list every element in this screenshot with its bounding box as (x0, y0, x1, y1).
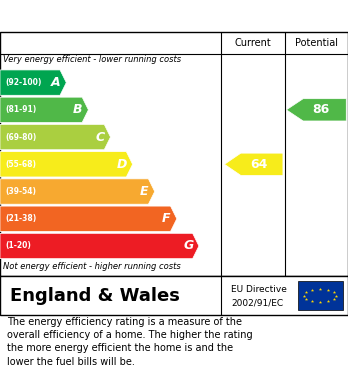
Text: (1-20): (1-20) (5, 242, 31, 251)
Text: C: C (95, 131, 105, 143)
Polygon shape (224, 153, 283, 176)
Text: (55-68): (55-68) (5, 160, 36, 169)
Bar (298, 281, 343, 310)
Text: (92-100): (92-100) (5, 78, 42, 87)
Text: The energy efficiency rating is a measure of the
overall efficiency of a home. T: The energy efficiency rating is a measur… (7, 317, 253, 367)
Text: Very energy efficient - lower running costs: Very energy efficient - lower running co… (3, 55, 182, 64)
Text: (81-91): (81-91) (5, 105, 37, 114)
Polygon shape (0, 206, 177, 231)
Text: (21-38): (21-38) (5, 214, 37, 223)
Text: 64: 64 (250, 158, 267, 171)
Text: Energy Efficiency Rating: Energy Efficiency Rating (10, 9, 220, 23)
Polygon shape (0, 233, 199, 259)
Text: D: D (117, 158, 127, 171)
Text: Potential: Potential (295, 38, 338, 48)
Polygon shape (0, 97, 88, 122)
Text: 2002/91/EC: 2002/91/EC (231, 299, 284, 308)
Text: (69-80): (69-80) (5, 133, 37, 142)
Text: Current: Current (235, 38, 271, 48)
Polygon shape (0, 124, 111, 150)
Text: B: B (73, 103, 83, 117)
Text: Not energy efficient - higher running costs: Not energy efficient - higher running co… (3, 262, 181, 271)
Text: England & Wales: England & Wales (10, 287, 180, 305)
Polygon shape (286, 99, 346, 121)
Polygon shape (0, 70, 66, 95)
Text: 86: 86 (313, 103, 330, 117)
Text: EU Directive: EU Directive (231, 285, 287, 294)
Polygon shape (0, 179, 155, 204)
Text: (39-54): (39-54) (5, 187, 36, 196)
Text: F: F (162, 212, 171, 225)
Text: A: A (51, 76, 61, 89)
Text: G: G (183, 239, 193, 253)
Polygon shape (0, 152, 133, 177)
Text: E: E (140, 185, 149, 198)
